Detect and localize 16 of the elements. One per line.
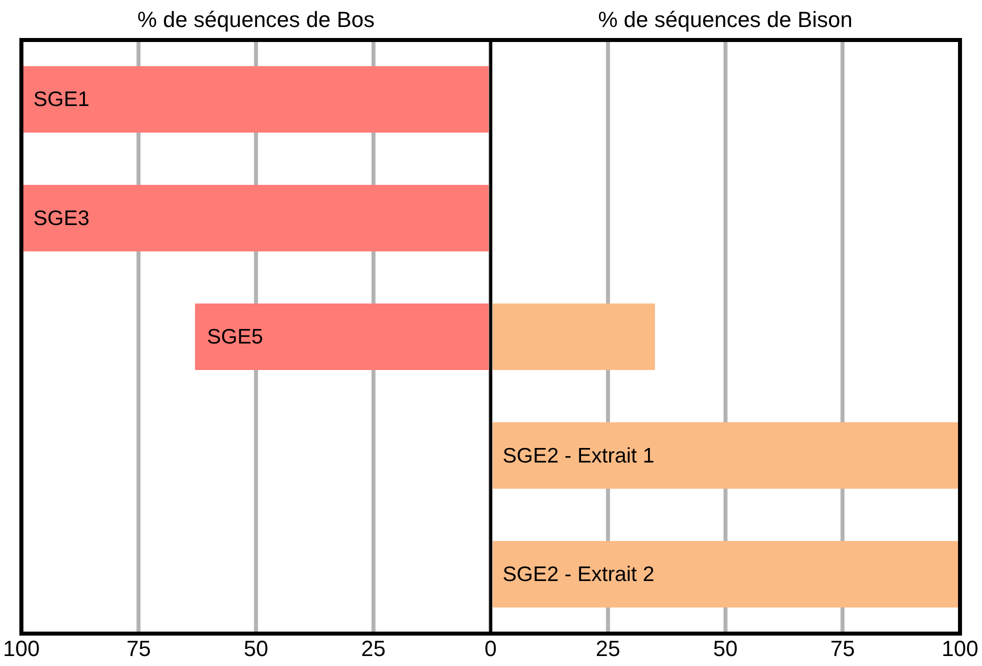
x-tick-label: 100 xyxy=(2,636,40,661)
y-tick-label: SGE3 xyxy=(33,206,90,230)
x-tick-label: 75 xyxy=(830,636,855,661)
x-tick-label: 50 xyxy=(713,636,738,661)
y-tick-label: SGE5 xyxy=(207,326,264,349)
x-tick-label: 0 xyxy=(484,636,497,661)
text: % de séquences de Bos xyxy=(137,7,375,32)
x-tick-label: 100 xyxy=(942,636,978,661)
x-tick-label: 25 xyxy=(361,636,386,661)
y-tick-label: SGE1 xyxy=(33,88,90,112)
x-tick-label: 25 xyxy=(596,636,620,661)
y-tick-label: SGE2 - Extrait 1 xyxy=(502,444,654,468)
text: % de séquences de Bison xyxy=(598,7,853,32)
x-tick-label: 50 xyxy=(244,636,268,661)
y-tick-label: SGE2 - Extrait 2 xyxy=(502,563,654,586)
x-tick-label: 75 xyxy=(126,636,151,661)
